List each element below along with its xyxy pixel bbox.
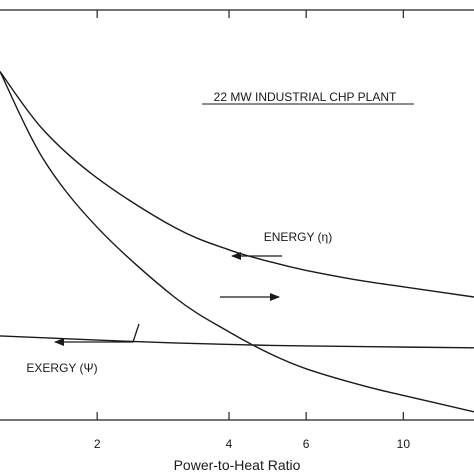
series-layer [0, 71, 474, 413]
x-tick-label: 2 [94, 437, 101, 451]
energy-annotation-label: ENERGY (η) [264, 230, 332, 244]
energy-efficiency-curve [0, 71, 474, 298]
second-curve [0, 71, 474, 413]
exergy-arrow [54, 323, 140, 346]
axis-layer: 2 4 6 10 [0, 9, 474, 451]
exergy-annotation-label: EXERGY (Ψ) [26, 361, 97, 375]
exergy-efficiency-curve [0, 335, 474, 349]
x-tick-label: 4 [226, 437, 233, 451]
x-tick-label: 6 [303, 437, 310, 451]
chart-title: 22 MW INDUSTRIAL CHP PLANT [214, 90, 397, 104]
annotation-layer [54, 103, 414, 346]
x-tick-label: 10 [397, 437, 411, 451]
x-axis-label: Power-to-Heat Ratio [174, 457, 301, 473]
